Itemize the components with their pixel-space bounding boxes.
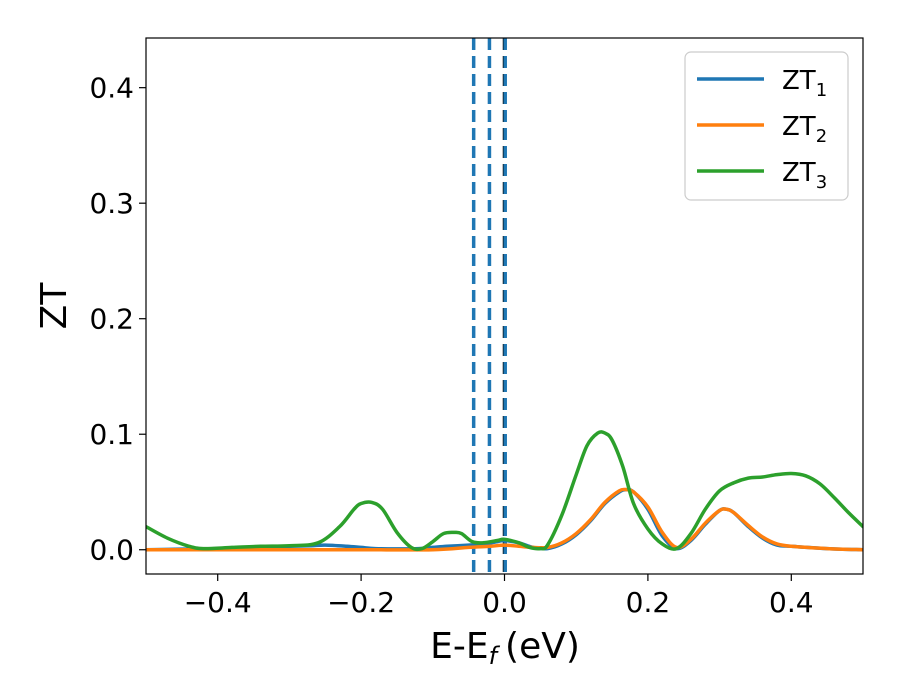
x-tick-label: 0.2 (626, 586, 671, 619)
x-tick-label: −0.4 (184, 586, 252, 619)
legend-label-subscript: 3 (816, 172, 827, 193)
x-axis-label-subscript: f (489, 642, 501, 670)
x-axis-label: E-Ef (eV) (430, 626, 580, 670)
x-tick-label: −0.2 (327, 586, 395, 619)
legend-label-name: ZT (782, 66, 816, 96)
series-line-zt3 (146, 430, 863, 552)
vertical-marker-lines (471, 38, 507, 574)
legend-label-name: ZT (782, 158, 816, 188)
x-axis-label-unit: (eV) (505, 626, 580, 667)
y-tick-label: 0.1 (89, 418, 134, 451)
y-axis-ticks: 0.0 0.1 0.2 0.3 0.4 (89, 72, 146, 567)
y-tick-label: 0.3 (89, 187, 134, 220)
legend-label: ZT2 (782, 112, 827, 147)
x-tick-label: 0.0 (482, 586, 527, 619)
legend-label-subscript: 2 (816, 126, 827, 147)
legend-label: ZT1 (782, 66, 827, 101)
y-axis-label: ZT (34, 282, 75, 330)
legend-label-subscript: 1 (816, 80, 827, 101)
legend-box (684, 51, 849, 201)
x-axis-ticks: −0.4 −0.2 0.0 0.2 0.4 (184, 574, 814, 619)
y-tick-label: 0.2 (89, 303, 134, 336)
series-line-zt2 (146, 487, 863, 552)
legend-label: ZT3 (782, 158, 827, 193)
legend-label-name: ZT (782, 112, 816, 142)
x-tick-label: 0.4 (769, 586, 814, 619)
y-tick-label: 0.0 (89, 534, 134, 567)
y-tick-label: 0.4 (89, 72, 134, 105)
series-lines (146, 430, 863, 552)
